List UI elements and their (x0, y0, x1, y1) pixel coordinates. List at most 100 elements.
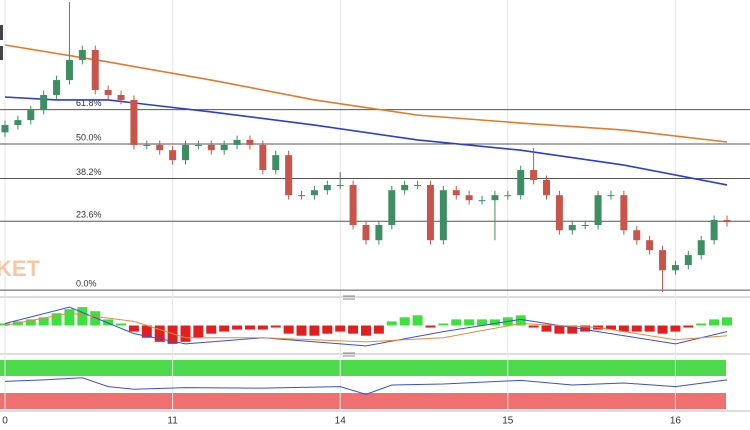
fib-level-label: 61.8% (76, 98, 102, 108)
macd-histogram-bar (554, 325, 565, 334)
candle-body (194, 144, 202, 146)
macd-histogram-bar (180, 325, 191, 342)
rsi-oversold-band (0, 393, 726, 409)
macd-line (4, 306, 728, 347)
candle-body (723, 220, 731, 223)
macd-histogram-bar (412, 315, 423, 326)
candle-body (65, 59, 73, 81)
macd-histogram-bar (438, 323, 449, 326)
candle-body (530, 170, 538, 180)
candle-body (182, 144, 189, 161)
macd-histogram-bar (477, 319, 488, 326)
fib-level-label: 50.0% (76, 132, 102, 142)
macd-histogram-bar (244, 325, 255, 330)
macd-histogram-bar (90, 311, 101, 326)
macd-histogram-bar (270, 325, 281, 328)
macd-histogram-bar (64, 309, 75, 326)
candle-body (646, 240, 654, 251)
candle-body (388, 190, 396, 225)
macd-histogram-bar (322, 325, 333, 334)
macd-histogram-bar (128, 325, 139, 332)
candle-body (375, 224, 383, 241)
macd-histogram-bar (605, 325, 616, 330)
macd-histogram-bar (683, 325, 694, 328)
candle-body (246, 139, 254, 145)
macd-histogram-bar (709, 319, 720, 326)
candle-body (478, 200, 486, 202)
candle-body (620, 195, 628, 231)
candle-body (362, 224, 370, 241)
candle-body (452, 190, 460, 196)
macd-histogram-bar (296, 325, 307, 336)
candle-body (697, 240, 705, 256)
candle-body (91, 49, 99, 90)
candle-body (349, 184, 357, 225)
candle-body (272, 155, 280, 171)
macd-histogram-bar (0, 323, 10, 326)
macd-histogram-bar (541, 325, 552, 332)
x-tick-label: 0 (2, 416, 8, 427)
candle-body (426, 184, 434, 241)
candle-body (401, 184, 409, 191)
candle-body (285, 155, 293, 196)
candle-body (143, 144, 151, 146)
candle-body (607, 195, 615, 197)
macd-histogram-bar (219, 325, 230, 332)
macd-histogram-bar (25, 319, 36, 326)
x-tick-label: 11 (167, 416, 178, 427)
candle-body (156, 144, 164, 151)
macd-histogram-bar (657, 325, 668, 334)
candle-body (220, 144, 228, 151)
macd-histogram-bar (696, 323, 707, 326)
macd-histogram-bar (567, 325, 578, 334)
candle-body (259, 144, 267, 171)
candle-body (130, 99, 138, 145)
candle-body (555, 195, 563, 231)
macd-histogram-bar (386, 321, 397, 326)
candle-body (659, 250, 667, 271)
macd-histogram-bar (425, 325, 436, 328)
macd-histogram-bar (670, 325, 681, 332)
candle-body (684, 255, 692, 266)
candle-body (298, 195, 306, 197)
candle-body (78, 49, 86, 60)
macd-histogram-bar (116, 323, 127, 326)
candle-body (169, 150, 177, 161)
macd-histogram-bar (77, 307, 88, 326)
candle-body (543, 179, 550, 196)
price-tag (0, 46, 3, 60)
candle-body (414, 184, 422, 186)
candle-body (581, 224, 589, 226)
candle-body (104, 89, 112, 95)
candle-body (594, 195, 602, 225)
macd-histogram-bar (193, 325, 204, 338)
macd-histogram-bar (361, 325, 371, 336)
macd-histogram-bar (580, 325, 591, 332)
macd-histogram-bar (103, 319, 114, 326)
macd-histogram-bar (232, 325, 243, 330)
candle-body (504, 195, 512, 197)
macd-histogram-bar (399, 317, 410, 326)
macd-histogram-bar (373, 325, 384, 334)
candle-body (117, 94, 125, 100)
candle-body (27, 110, 35, 121)
candle-body (14, 120, 22, 126)
price-tag (0, 25, 3, 40)
macd-histogram-bar (154, 325, 165, 342)
candle-body (323, 184, 331, 191)
candle-body (491, 195, 499, 201)
macd-histogram-bar (38, 317, 49, 326)
macd-histogram-bar (283, 325, 294, 334)
candle-body (568, 224, 576, 231)
macd-histogram-bar (167, 325, 178, 344)
fib-level-label: 23.6% (76, 210, 102, 220)
macd-histogram-bar (451, 319, 462, 326)
fib-level-label: 0.0% (76, 279, 97, 289)
x-tick-label: 16 (670, 416, 682, 427)
candle-body (517, 170, 525, 196)
macd-histogram-bar (722, 317, 732, 326)
candle-body (310, 190, 318, 196)
x-tick-label: 14 (335, 416, 347, 427)
moving-average (4, 96, 728, 186)
rsi-line (4, 377, 728, 395)
